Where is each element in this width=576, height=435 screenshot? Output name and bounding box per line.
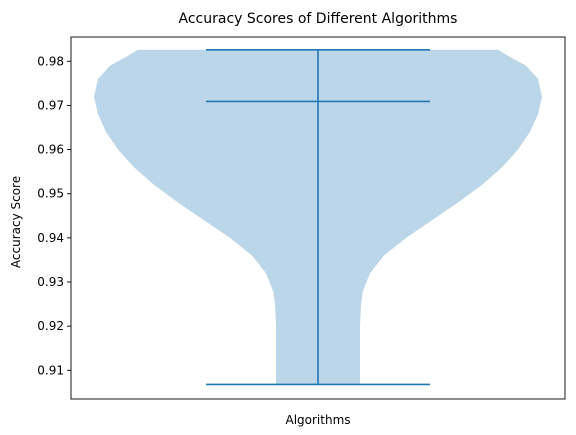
axes: 0.91 0.92 0.93 0.94 0.95 0.96 0.97 0.98 [37,36,566,400]
y-tick-label: 0.95 [37,187,64,201]
plot-area [94,49,542,386]
axes-frame [70,36,566,400]
y-tick-label: 0.92 [37,319,64,333]
y-tick-label: 0.91 [37,363,64,377]
y-tick-label: 0.94 [37,231,64,245]
y-tick-label: 0.98 [37,54,64,68]
x-axis-label: Algorithms [285,413,350,427]
y-tick-label: 0.97 [37,98,64,112]
y-tick-label: 0.96 [37,143,64,157]
y-tick-label: 0.93 [37,275,64,289]
chart-title: Accuracy Scores of Different Algorithms [179,11,458,27]
y-axis-label: Accuracy Score [9,176,23,268]
